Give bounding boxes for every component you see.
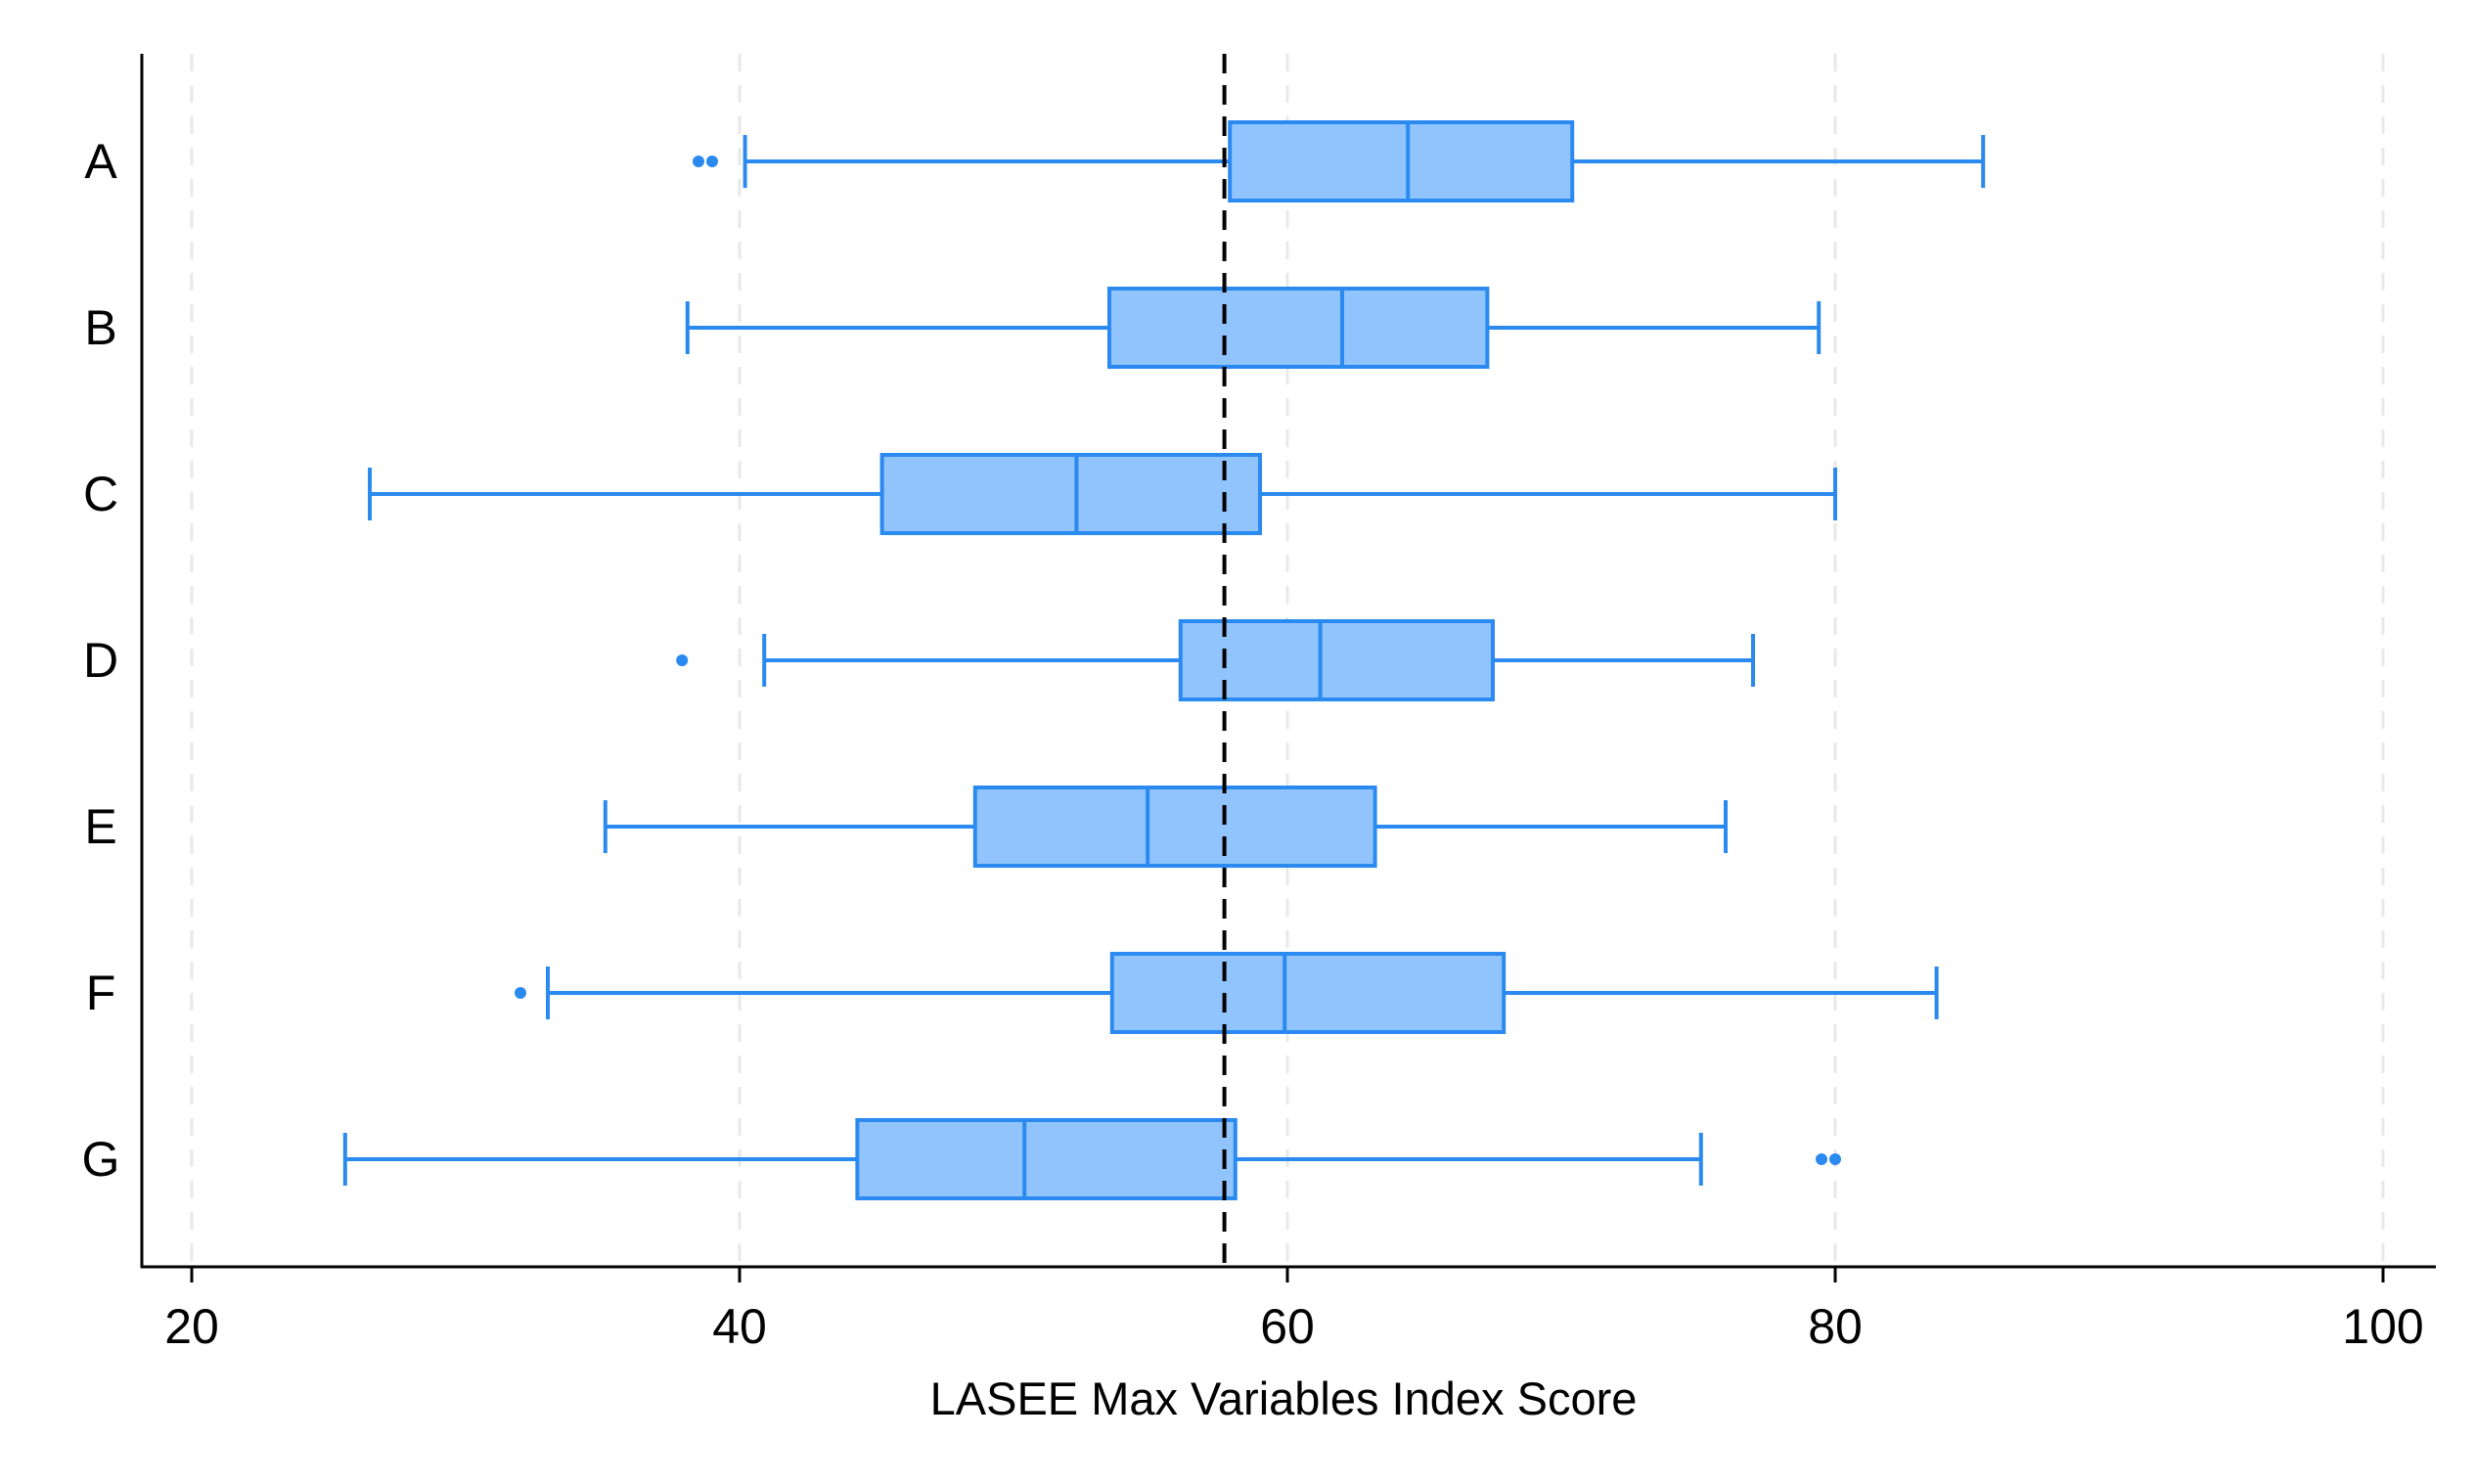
outlier-point-f-0 [515,987,526,999]
outlier-point-g-0 [1816,1153,1827,1165]
box-g [855,1118,1238,1200]
x-tick-label-40: 40 [712,1299,767,1354]
category-label-d: D [83,633,118,688]
box-f [1109,952,1507,1034]
box-d [1178,619,1496,701]
category-label-c: C [83,467,118,521]
x-tick-label-20: 20 [164,1299,219,1354]
outlier-point-a-1 [706,156,718,167]
axes [140,54,2436,1282]
box-a [1228,120,1575,202]
outlier-point-a-0 [693,156,704,167]
x-axis-title: LASEE Max Variables Index Score [930,1372,1638,1424]
category-label-g: G [82,1132,120,1187]
box-e [972,786,1377,868]
category-label-b: B [84,300,116,355]
x-tick-label-60: 60 [1260,1299,1315,1354]
category-label-f: F [86,966,116,1020]
boxes [342,120,1986,1200]
outlier-point-d-0 [676,654,689,666]
x-tick-label-80: 80 [1808,1299,1863,1354]
category-label-a: A [84,134,117,189]
category-label-e: E [84,799,116,854]
box-b [1107,287,1490,369]
box-c [879,453,1262,535]
outlier-point-g-1 [1829,1153,1841,1165]
x-tick-label-100: 100 [2342,1299,2423,1354]
labels: LASEE Max Variables Index Score A B C D E F G 2… [82,134,2424,1424]
